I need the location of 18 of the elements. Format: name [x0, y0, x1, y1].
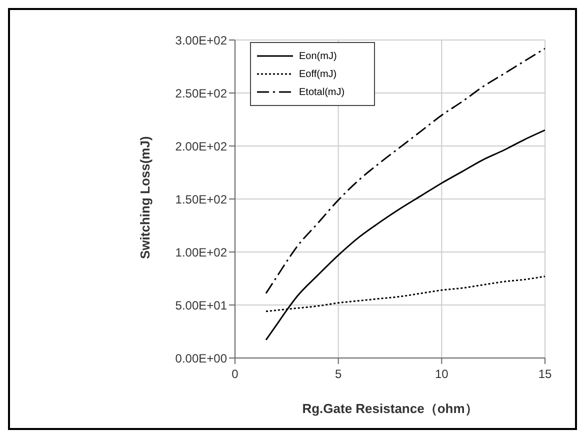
- y-tick-label: 5.00E+01: [175, 298, 228, 312]
- y-tick-label: 0.00E+00: [175, 351, 228, 366]
- line-series: [265, 48, 545, 294]
- legend-label: Eon(mJ): [299, 50, 337, 62]
- x-tick-label: 15: [538, 367, 552, 381]
- legend-label: Eoff(mJ): [299, 68, 337, 80]
- x-axis-title: Rg.Gate Resistance（ohm）: [302, 401, 478, 416]
- line-series: [265, 129, 545, 341]
- y-tick-label: 2.50E+02: [175, 86, 228, 100]
- x-tick-label: 10: [434, 367, 449, 381]
- legend-label: Etotal(mJ): [299, 86, 345, 98]
- x-tick-label: 5: [334, 367, 342, 381]
- y-tick-label: 1.50E+02: [175, 192, 228, 206]
- y-tick-label: 1.00E+02: [175, 245, 228, 260]
- y-axis-title: Switching Loss(mJ): [138, 136, 153, 259]
- x-tick-label: 0: [232, 367, 239, 381]
- y-tick-label: 2.00E+02: [175, 139, 228, 154]
- y-tick-label: 3.00E+02: [175, 33, 228, 48]
